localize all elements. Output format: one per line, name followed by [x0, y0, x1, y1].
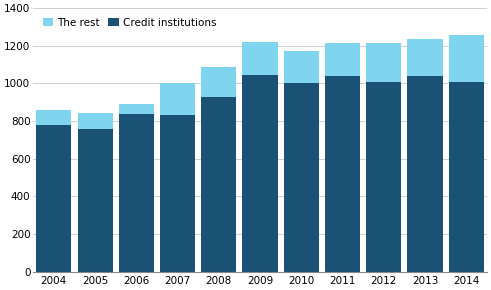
Bar [366, 43, 401, 81]
Bar [325, 76, 360, 272]
Bar [36, 110, 71, 125]
Bar [119, 114, 154, 272]
Bar [449, 35, 484, 81]
Bar [119, 104, 154, 114]
Bar [243, 42, 277, 75]
Bar [284, 51, 319, 83]
Bar [243, 75, 277, 272]
Bar [160, 83, 195, 115]
Bar [408, 39, 442, 76]
Bar [36, 125, 71, 272]
Bar [201, 68, 236, 97]
Bar [366, 81, 401, 272]
Bar [78, 113, 112, 129]
Bar [78, 129, 112, 272]
Bar [284, 83, 319, 272]
Bar [201, 97, 236, 272]
Bar [160, 115, 195, 272]
Bar [449, 81, 484, 272]
Legend: The rest, Credit institutions: The rest, Credit institutions [38, 13, 220, 32]
Bar [325, 43, 360, 76]
Bar [408, 76, 442, 272]
